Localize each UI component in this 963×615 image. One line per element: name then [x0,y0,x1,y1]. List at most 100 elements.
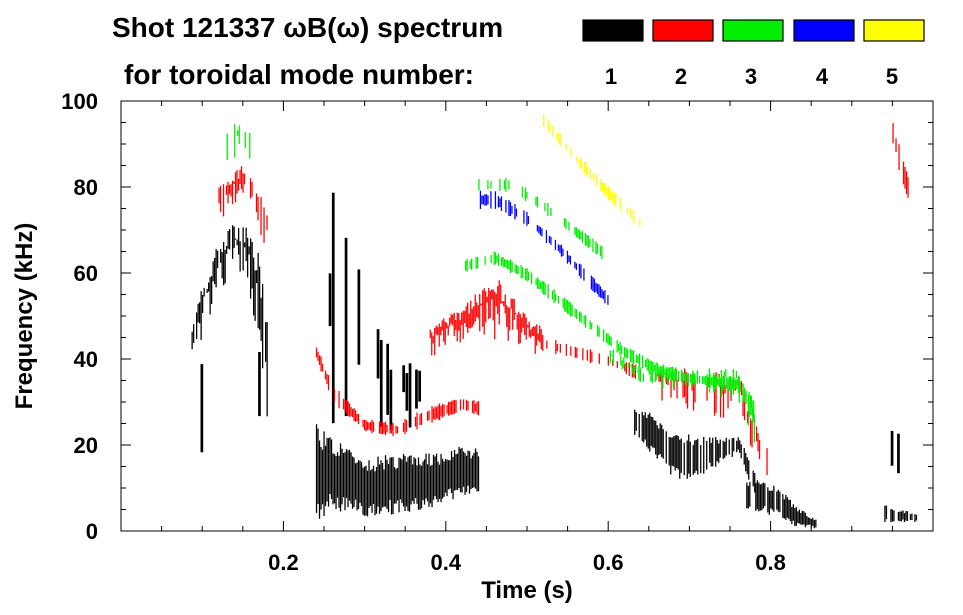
spectrum-bin [706,374,708,387]
spectrum-bin [495,252,497,265]
spectrum-bin [719,379,722,418]
spectrum-bin [333,388,336,402]
spectrum-bin [415,369,418,409]
spectrum-bin [559,343,561,353]
spectrum-bin [687,373,689,387]
spectrum-bin [219,185,222,213]
spectrum-bin [467,450,469,486]
spectrum-bin [574,227,576,235]
spectrum-bin [434,328,436,356]
spectrum-bin [452,457,454,500]
spectrum-bin [263,207,265,243]
spectrum-bin [667,376,669,386]
spectrum-bin [485,194,488,206]
spectrum-bin [485,291,487,323]
spectrum-bin [471,258,473,270]
spectrum-bin [682,372,684,381]
spectrum-bin [708,368,710,393]
spectrum-bin [544,203,546,212]
legend-swatch-4 [793,19,855,42]
spectrum-bin [683,442,685,476]
spectrum-bin [559,245,561,253]
spectrum-bin [725,438,727,456]
spectrum-bin [317,428,319,505]
spectrum-bin [895,138,897,152]
spectrum-bin [474,448,477,489]
spectrum-bin [565,344,567,356]
spectrum-bin [719,439,721,458]
spectrum-bin [571,304,573,317]
spectrum-bin [414,458,417,499]
spectrum-bin [709,374,711,388]
spectrum-bin [563,218,566,228]
spectrum-bin [338,391,340,409]
spectrum-bin [554,239,557,251]
spectrum-mode-1-feature-6 [884,505,918,523]
spectrum-bin [514,264,516,273]
spectrum-bin [437,461,439,503]
axes: 0.2 0.4 0.6 0.8 0 20 40 60 80 100 [61,89,933,575]
spectrum-bin [586,235,588,247]
spectrum-bin [378,421,381,434]
spectrum-bin [538,226,540,234]
spectrum-bin [467,400,469,411]
spectrum-bin [541,228,543,237]
spectrum-bin [596,243,599,254]
spectrum-bin [568,301,570,315]
spectrum-bin [621,360,623,370]
spectrum-bin [693,372,695,385]
spectrum-bin [606,333,608,343]
spectrum-bin [898,144,900,170]
spectrum-bin [707,377,710,387]
x-tick-label: 0.6 [593,550,624,575]
spectrum-bin [512,298,514,330]
spectrum-bin [634,409,636,435]
spectrum-bin [524,187,527,201]
spectrum-bin [579,158,581,168]
spectrum-bin [625,362,627,374]
spectrum-bin [375,467,378,514]
spectrum-bin [692,370,694,387]
spectrum-bin [438,403,441,421]
spectrum-bin [450,313,452,324]
spectrum-bin [680,438,682,473]
spectrum-bin [547,203,549,217]
spectrum-bin [200,291,202,340]
spectrum-bin [712,437,714,467]
spectrum-bin [330,439,333,499]
spectrum-bin [723,375,725,390]
spectrum-bin [747,394,749,426]
spectrum-bin [603,329,605,342]
spectrum-bin [515,208,518,217]
spectrum-bin [633,350,635,364]
spectrum-bin [756,480,758,510]
spectrum-bin [656,374,658,380]
legend: 1 2 3 4 5 [582,19,925,89]
spectrum-bin [578,263,581,276]
spectrum-bin [576,309,578,319]
spectrum-bin [601,289,603,299]
spectrum-bin [435,325,437,335]
spectrum-bin [239,241,241,272]
spectrum-bin [596,283,599,294]
spectrum-bin [546,340,548,349]
spectrum-bin [745,452,747,472]
spectrum-bin [244,132,246,149]
spectrum-bin [233,226,235,249]
spectrum-bin [401,459,403,504]
spectrum-bin [633,366,635,376]
spectrum-bin [226,246,228,254]
spectrum-bin [519,314,521,344]
spectrum-bin [727,377,729,390]
spectrum-bin [500,284,502,304]
spectrum-bin [354,463,357,500]
spectrum-bin [619,197,621,212]
spectrum-bin [558,296,560,304]
spectrum-bin [487,195,489,205]
spectrum-bin [735,371,737,379]
spectrum-bin [691,374,693,383]
x-tick-label: 0.8 [755,550,786,575]
spectrum-bin [813,520,815,529]
spectrum-bin [638,366,640,381]
spectrum-bin [602,291,605,300]
